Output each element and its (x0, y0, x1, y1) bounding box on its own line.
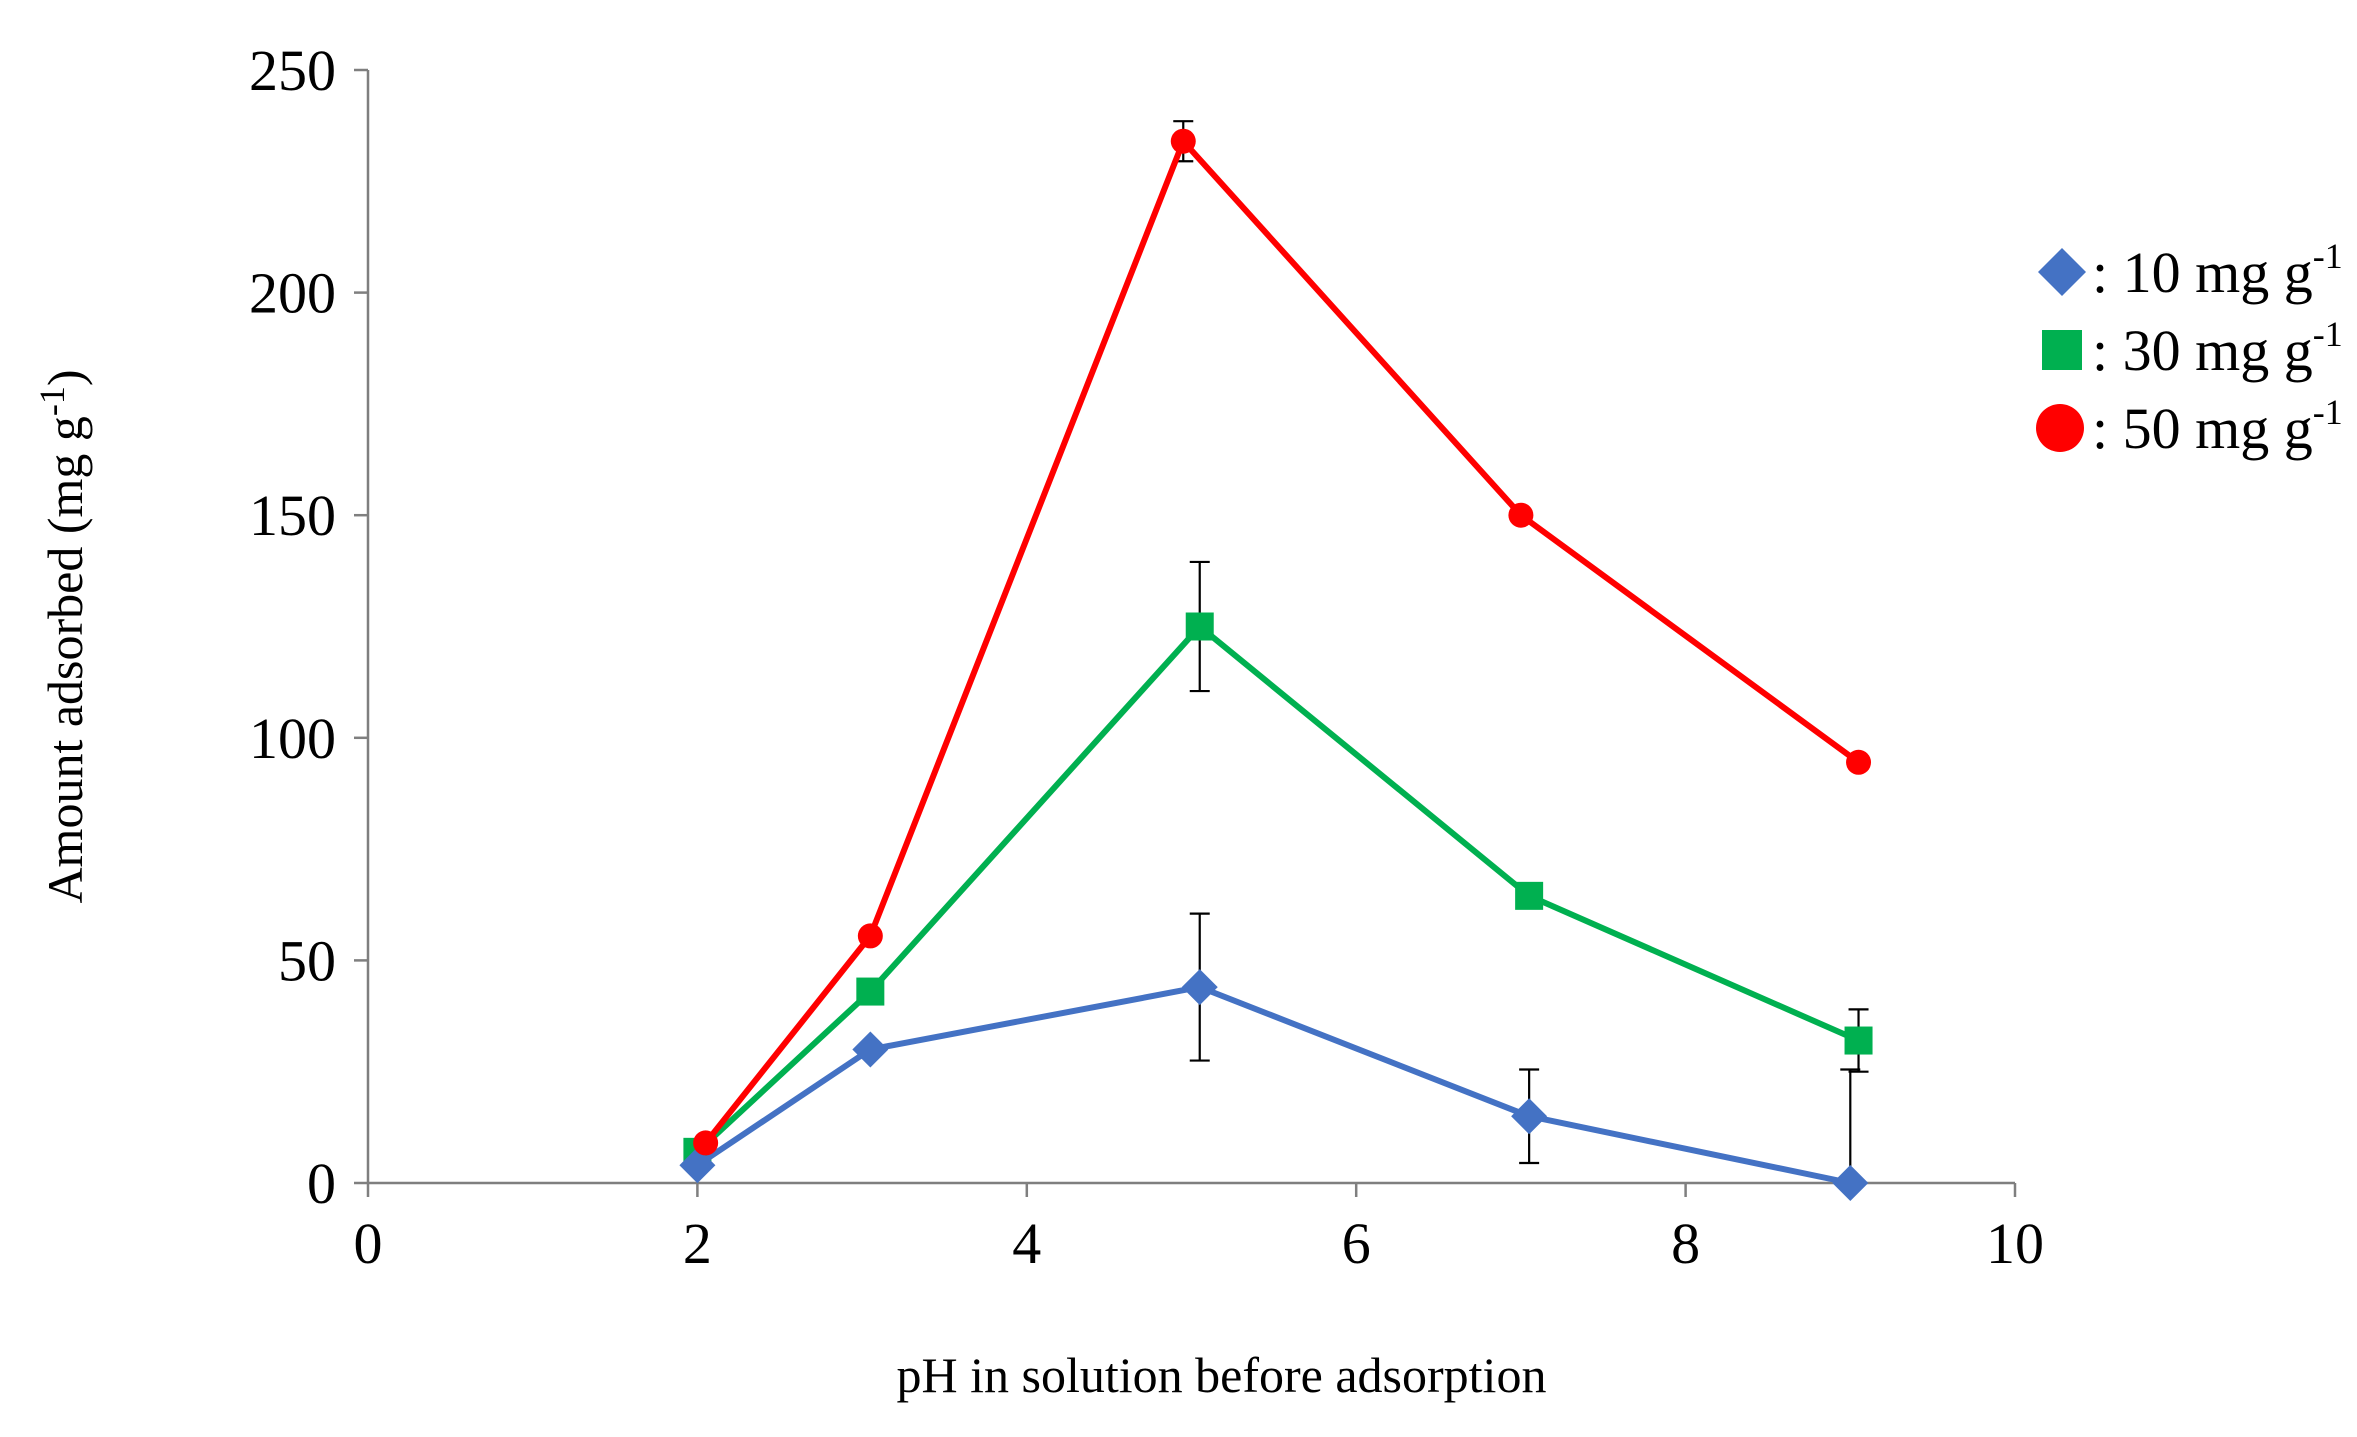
y-tick-label: 100 (249, 706, 336, 771)
y-tick-label: 0 (307, 1151, 336, 1216)
x-axis-title: pH in solution before adsorption (897, 1347, 1547, 1403)
y-tick-label: 150 (249, 483, 336, 548)
data-point-square (856, 977, 885, 1006)
y-tick-label: 250 (249, 38, 336, 103)
data-point-circle (693, 1130, 719, 1156)
legend-marker-circle (2036, 404, 2084, 452)
y-tick-label: 50 (278, 928, 336, 993)
x-tick-label: 4 (1012, 1211, 1041, 1276)
x-tick-label: 0 (354, 1211, 383, 1276)
legend-label-sup: -1 (2313, 236, 2343, 276)
legend-label: : 10 mg g-1 (2092, 236, 2343, 305)
legend-item: : 50 mg g-1 (2036, 392, 2343, 461)
legend-label: : 50 mg g-1 (2092, 392, 2343, 461)
legend-label-text: : 50 mg g (2092, 396, 2313, 461)
data-point-diamond (1181, 969, 1218, 1006)
data-point-diamond (1511, 1098, 1548, 1135)
y-axis-title-end: ) (37, 369, 93, 386)
data-point-circle (1508, 502, 1534, 528)
x-tick-label: 8 (1671, 1211, 1700, 1276)
series-line (695, 623, 1860, 1155)
legend-marker-diamond (2038, 248, 2086, 296)
y-axis-title-sup: -1 (32, 386, 72, 416)
series-line (695, 984, 1851, 1186)
plot-area (679, 120, 1873, 1201)
y-axis-title-main: Amount adsorbed (mg g (37, 416, 93, 903)
legend-label-sup: -1 (2313, 314, 2343, 354)
x-tick-label: 10 (1986, 1211, 2044, 1276)
legend-label: : 30 mg g-1 (2092, 314, 2343, 383)
data-point-square (1515, 881, 1544, 910)
data-point-diamond (1832, 1165, 1869, 1201)
legend-item: : 10 mg g-1 (2038, 236, 2343, 305)
x-tick-label: 2 (683, 1211, 712, 1276)
y-axis-title: Amount adsorbed (mg g-1) (32, 369, 93, 903)
legend-marker-square (2042, 330, 2082, 370)
legend-item: : 30 mg g-1 (2042, 314, 2343, 383)
axes: 0 2 4 6 8 10 0 50 100 150 200 250 (249, 38, 2044, 1276)
data-point-circle (1170, 128, 1196, 154)
data-point-circle (857, 923, 883, 949)
data-point-square (1185, 612, 1214, 641)
series-circle (693, 120, 1872, 1156)
data-point-circle (1846, 749, 1872, 775)
series-square (683, 560, 1873, 1166)
legend-label-text: : 30 mg g (2092, 318, 2313, 383)
data-point-diamond (852, 1031, 889, 1068)
data-point-square (1844, 1026, 1873, 1055)
y-tick-label: 200 (249, 261, 336, 326)
data-point-diamond (679, 1147, 716, 1184)
x-ticks: 0 2 4 6 8 10 (354, 1183, 2044, 1276)
legend: : 10 mg g-1: 30 mg g-1: 50 mg g-1 (2036, 236, 2343, 461)
x-tick-label: 6 (1342, 1211, 1371, 1276)
legend-label-sup: -1 (2313, 392, 2343, 432)
y-ticks: 0 50 100 150 200 250 (249, 38, 368, 1216)
series-diamond (679, 912, 1869, 1201)
legend-label-text: : 10 mg g (2092, 240, 2313, 305)
